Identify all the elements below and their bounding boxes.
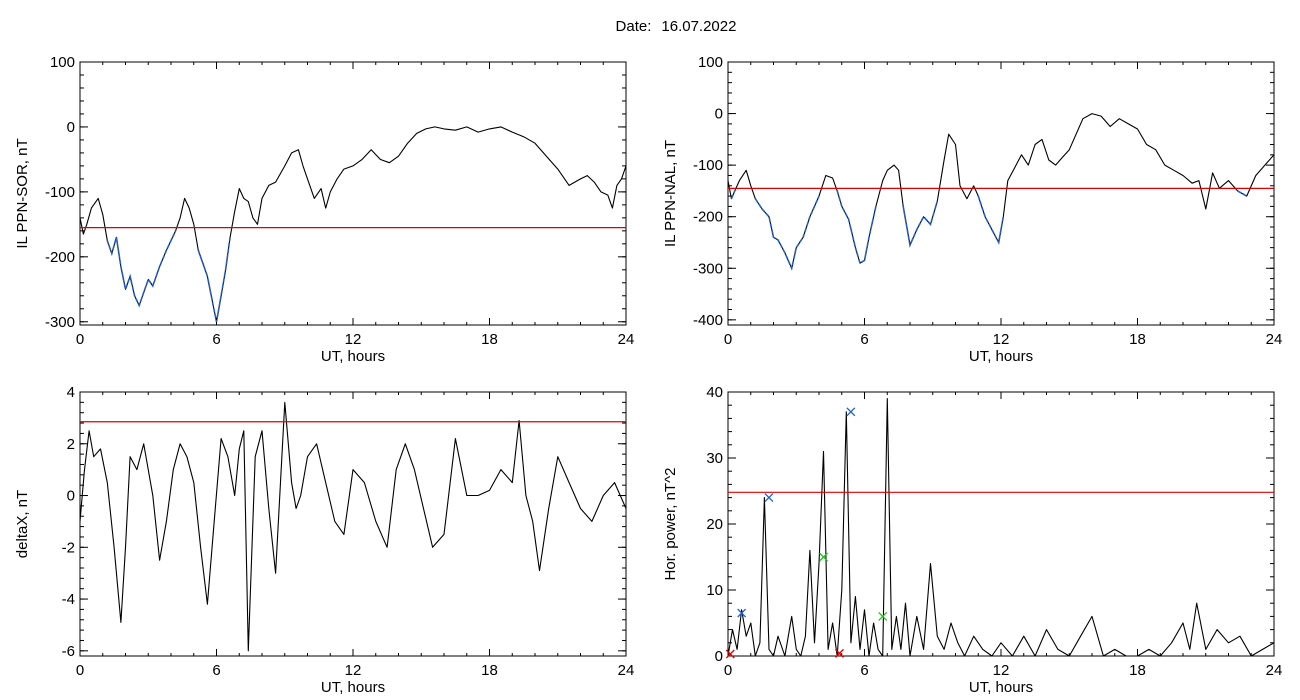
y-tick-label: -200 [45, 249, 75, 266]
marker-cross [725, 649, 735, 659]
x-tick-label: 24 [618, 331, 635, 348]
marker-stroke [846, 407, 856, 417]
substorm-segment [977, 195, 1005, 245]
y-tick-label: 30 [706, 450, 723, 467]
x-tick-label: 6 [212, 662, 220, 679]
marker-stroke [835, 648, 844, 658]
y-tick-label: -200 [693, 209, 723, 226]
series-line [79, 126, 627, 323]
substorm-segment [1237, 190, 1248, 197]
plot-frame [727, 61, 1275, 326]
x-axis-label: UT, hours [321, 679, 385, 696]
panel-hor-power: 0 6 12 18 24 0 10 20 30 40 UT, hours Hor. power, nT… [662, 384, 1282, 696]
x-tick-label: 6 [212, 331, 220, 348]
panel-il-ppn-sor: 0 6 12 18 24 -300 -200 -100 0 100 UT, hours IL PPN-… [14, 54, 634, 365]
y-tick-label: 10 [706, 582, 723, 599]
y-tick-label: -100 [693, 157, 723, 174]
substorm-segment [902, 200, 939, 248]
x-axis-label: UT, hours [321, 348, 385, 365]
x-tick-label: 0 [724, 331, 732, 348]
marker-cross [835, 648, 844, 658]
x-tick-label: 12 [993, 331, 1010, 348]
y-tick-label: 0 [67, 488, 75, 505]
y-tick-label: 40 [706, 384, 723, 401]
y-tick-label: 20 [706, 516, 723, 533]
x-tick-label: 0 [76, 331, 84, 348]
x-tick-label: 18 [481, 662, 498, 679]
date-label: Date: [615, 18, 652, 35]
x-tick-label: 0 [76, 662, 84, 679]
marker-cross [846, 407, 856, 417]
y-tick-label: -300 [693, 260, 723, 277]
x-tick-label: 12 [345, 662, 362, 679]
y-tick-label: 100 [50, 54, 75, 71]
plot-frame [79, 61, 627, 326]
x-tick-label: 18 [1129, 331, 1146, 348]
marker-cross [878, 611, 888, 621]
figure-title: Date: 16.07.2022 [0, 18, 1300, 35]
date-value: 16.07.2022 [661, 18, 737, 35]
series-line [79, 401, 627, 652]
y-axis-label: deltaX, nT [14, 490, 31, 558]
y-tick-label: 4 [67, 384, 75, 401]
x-tick-label: 12 [993, 662, 1010, 679]
y-tick-label: -2 [62, 539, 75, 556]
x-tick-label: 18 [1129, 662, 1146, 679]
marker-cross [737, 608, 747, 618]
x-tick-label: 6 [860, 662, 868, 679]
x-axis-label: UT, hours [969, 679, 1033, 696]
y-tick-label: 0 [715, 648, 723, 665]
marker-stroke [819, 552, 829, 562]
y-tick-label: -4 [62, 591, 75, 608]
plot-frame [727, 391, 1275, 657]
y-tick-label: 0 [67, 119, 75, 136]
marker-cross [764, 493, 774, 503]
substorm-segment [754, 195, 820, 271]
y-tick-label: 100 [698, 54, 723, 71]
marker-cross [819, 552, 829, 562]
x-axis-label: UT, hours [969, 348, 1033, 365]
y-tick-label: 0 [715, 106, 723, 123]
marker-stroke [878, 611, 888, 621]
x-tick-label: 18 [481, 331, 498, 348]
marker-stroke [764, 493, 774, 503]
plot-frame [79, 391, 627, 657]
y-tick-label: -100 [45, 184, 75, 201]
marker-stroke [725, 649, 735, 659]
y-tick-label: -6 [62, 643, 75, 660]
x-tick-label: 0 [724, 662, 732, 679]
substorm-segment [106, 230, 177, 308]
y-tick-label: -400 [693, 312, 723, 329]
panel-il-ppn-nal: 0 6 12 18 24 -400 -300 -200 -100 0 100 UT, hours IL … [662, 54, 1282, 365]
x-tick-label: 6 [860, 331, 868, 348]
x-tick-label: 24 [1266, 662, 1283, 679]
substorm-segment [836, 190, 877, 265]
y-tick-label: -300 [45, 314, 75, 331]
y-axis-label: IL PPN-SOR, nT [14, 138, 31, 248]
x-tick-label: 24 [1266, 331, 1283, 348]
series-line [727, 398, 1275, 657]
marker-stroke [737, 608, 747, 618]
y-tick-label: 2 [67, 436, 75, 453]
y-axis-label: IL PPN-NAL, nT [662, 140, 679, 247]
x-tick-label: 12 [345, 331, 362, 348]
x-tick-label: 24 [618, 662, 635, 679]
series-line [727, 113, 1275, 269]
substorm-segment [730, 190, 736, 200]
substorm-segment [197, 237, 231, 322]
y-axis-label: Hor. power, nT^2 [662, 468, 679, 581]
